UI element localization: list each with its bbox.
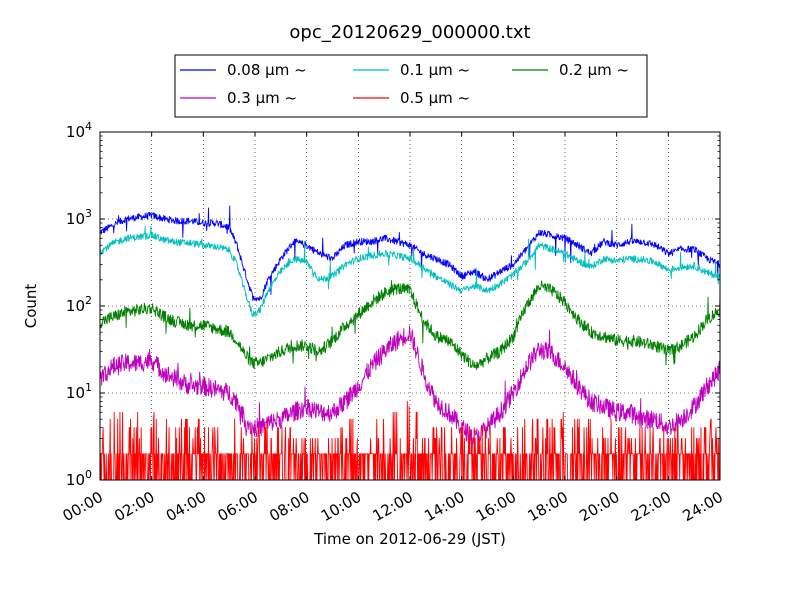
legend-frame [174,54,648,118]
legend-label: 0.08 μm ~ [227,61,307,79]
y-axis: 100 101 102 103 104 [66,120,720,489]
legend-label: 0.3 μm ~ [227,89,297,107]
series-line [100,325,720,461]
legend-label: 0.2 μm ~ [559,61,629,79]
chart-title: opc_20120629_000000.txt [289,22,530,43]
y-tick-label: 103 [66,207,92,228]
legend-label: 0.1 μm ~ [400,61,470,79]
series-line [100,205,720,302]
grid [100,132,720,480]
series-line [100,400,720,480]
y-tick-label: 101 [66,381,92,402]
y-tick-label: 102 [66,294,92,315]
x-axis-label: Time on 2012-06-29 (JST) [313,530,506,548]
y-tick-label: 104 [66,120,92,141]
series-group [100,205,720,480]
series-line [100,225,720,318]
y-axis-label: Count [22,284,40,329]
legend-label: 0.5 μm ~ [400,89,470,107]
legend: 0.08 μm ~ 0.1 μm ~ 0.2 μm ~ 0.3 μm ~ 0.5 μm … [174,54,648,118]
y-tick-label: 100 [66,468,92,489]
series-line [100,279,720,371]
